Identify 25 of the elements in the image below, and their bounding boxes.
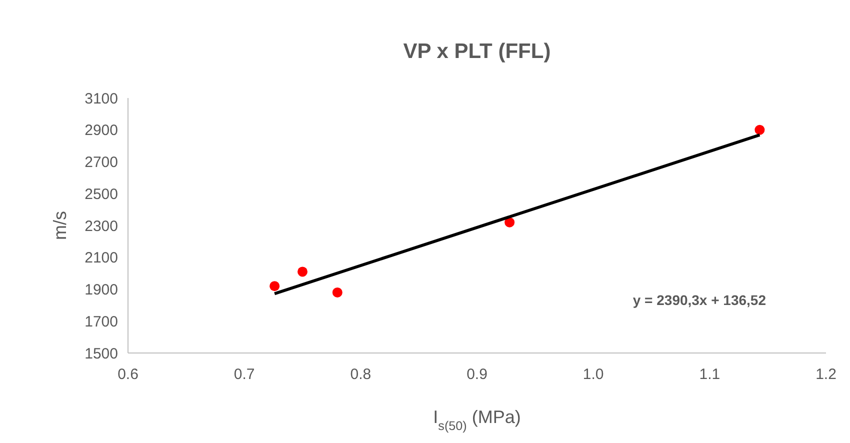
- y-tick-label: 2900: [84, 122, 118, 140]
- x-tick-label: 0.8: [350, 366, 372, 383]
- y-tick-label: 2300: [84, 218, 118, 235]
- y-tick-label: 2700: [84, 154, 118, 171]
- y-tick-label: 1900: [84, 282, 118, 298]
- y-axis-title: m/s: [50, 211, 70, 240]
- x-tick-label: 0.7: [234, 366, 255, 383]
- y-tick-label: 3100: [84, 90, 118, 108]
- x-tick-label: 1.2: [816, 366, 836, 383]
- y-tick-label: 1500: [84, 345, 118, 362]
- point: [754, 124, 765, 135]
- point: [298, 266, 308, 277]
- y-tick-label: 2100: [84, 250, 118, 267]
- y-tick-label: 2500: [84, 186, 118, 203]
- point: [332, 287, 342, 298]
- point: [270, 281, 280, 292]
- x-tick-label: 0.9: [466, 366, 488, 383]
- chart-title: VP x PLT (FFL): [403, 40, 551, 63]
- x-tick-label: 1.0: [582, 366, 604, 383]
- y-tick-label: 1700: [84, 313, 118, 330]
- x-tick-label: 1.1: [699, 366, 720, 383]
- x-axis-title: I$_{s(50)}$ (MPa): [433, 407, 521, 433]
- annotation: y = 2390,3x + 136,52: [632, 292, 766, 308]
- point: [504, 217, 515, 228]
- x-tick-label: 0.6: [118, 366, 138, 383]
